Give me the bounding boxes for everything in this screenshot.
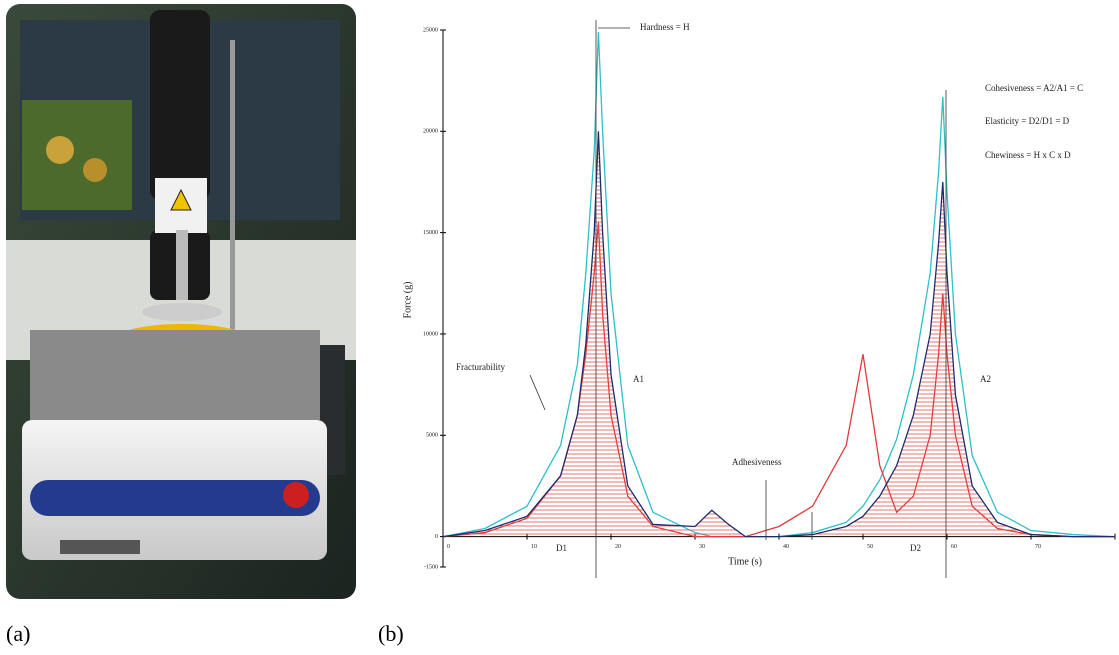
series-line xyxy=(442,222,1115,538)
annotation: Elasticity = D2/D1 = D xyxy=(985,116,1070,126)
annotation: D1 xyxy=(556,543,567,553)
y-tick-label: 15000 xyxy=(423,230,438,236)
y-tick-label: 25000 xyxy=(423,27,438,33)
x-tick-label: 50 xyxy=(867,544,873,550)
y-tick-label: -1500 xyxy=(424,564,438,570)
y-tick-label: 5000 xyxy=(426,433,438,439)
x-tick-label: 70 xyxy=(1035,544,1041,550)
y-tick-label: 20000 xyxy=(423,129,438,135)
panel-label: (a) xyxy=(6,621,30,646)
x-tick-label: 0 xyxy=(447,544,450,550)
annotation: Cohesiveness = A2/A1 = C xyxy=(985,83,1083,93)
x-tick-label: 10 xyxy=(531,544,537,550)
panel-label: (b) xyxy=(378,621,404,646)
x-tick-label: 60 xyxy=(951,544,957,550)
annotation: Chewiness = H x C x D xyxy=(985,150,1071,160)
annotation: Hardness = H xyxy=(640,22,690,32)
annotation: D2 xyxy=(910,543,921,553)
annotation: Fracturability xyxy=(456,362,505,372)
x-tick-label: 40 xyxy=(783,544,789,550)
chart: -1500 0 5000 10000 15000 20000 25000 0 10 20 30 40 5… xyxy=(402,20,1116,578)
annotation: Adhesiveness xyxy=(732,457,782,467)
photo xyxy=(6,4,356,599)
y-axis-label: Force (g) xyxy=(402,282,413,319)
annotation: A2 xyxy=(980,374,991,384)
x-axis-label: Time (s) xyxy=(728,556,762,567)
x-tick-label: 20 xyxy=(615,544,621,550)
y-tick-label: 10000 xyxy=(423,331,438,337)
hatched-area xyxy=(443,131,1115,537)
pointer xyxy=(529,374,546,411)
annotation: A1 xyxy=(633,374,644,384)
y-tick-label: 0 xyxy=(435,534,438,540)
x-tick-label: 30 xyxy=(699,544,705,550)
series-line xyxy=(442,131,1115,538)
